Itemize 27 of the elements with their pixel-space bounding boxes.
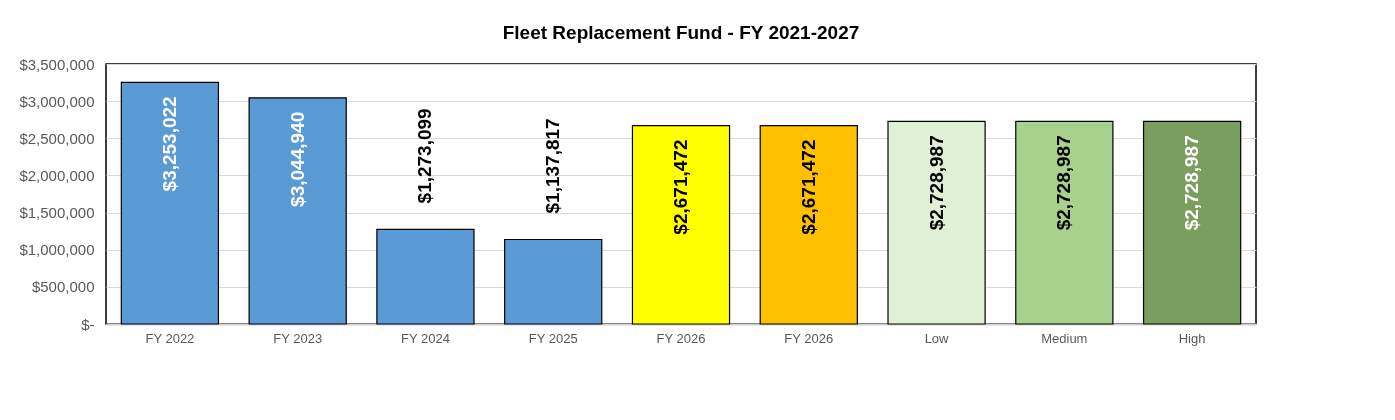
data-label: $1,137,817 (542, 118, 564, 214)
data-label: $2,671,472 (797, 139, 819, 235)
x-tick-label: FY 2022 (145, 330, 195, 346)
x-tick-label: FY 2025 (528, 330, 578, 346)
y-tick-label: $1,000,000 (19, 241, 95, 259)
data-label: $2,728,987 (1053, 135, 1075, 231)
data-label: $2,728,987 (1181, 135, 1203, 231)
y-tick-label: $2,000,000 (19, 166, 95, 184)
y-tick-label: $3,000,000 (19, 92, 95, 110)
x-tick-label: FY 2026 (656, 330, 706, 346)
data-label: $3,253,022 (158, 96, 180, 192)
x-tick-label: FY 2026 (784, 330, 834, 346)
chart-title: Fleet Replacement Fund - FY 2021-2027 (502, 22, 860, 43)
x-tick-label: FY 2023 (273, 330, 323, 346)
data-label: $2,671,472 (670, 139, 691, 235)
y-tick-label: $1,500,000 (19, 204, 95, 222)
x-tick-label: Medium (1041, 330, 1088, 346)
x-tick-label: Low (924, 330, 950, 346)
y-tick-label: $2,500,000 (19, 129, 95, 147)
y-tick-label: $- (81, 315, 95, 333)
x-tick-label: FY 2024 (400, 330, 450, 346)
x-tick-label: High (1178, 330, 1206, 346)
y-tick-label: $500,000 (31, 278, 95, 296)
data-label: $1,273,099 (414, 108, 436, 204)
data-label: $3,044,940 (286, 111, 308, 207)
data-label: $2,728,987 (925, 135, 947, 231)
y-tick-label: $3,500,000 (19, 55, 95, 73)
